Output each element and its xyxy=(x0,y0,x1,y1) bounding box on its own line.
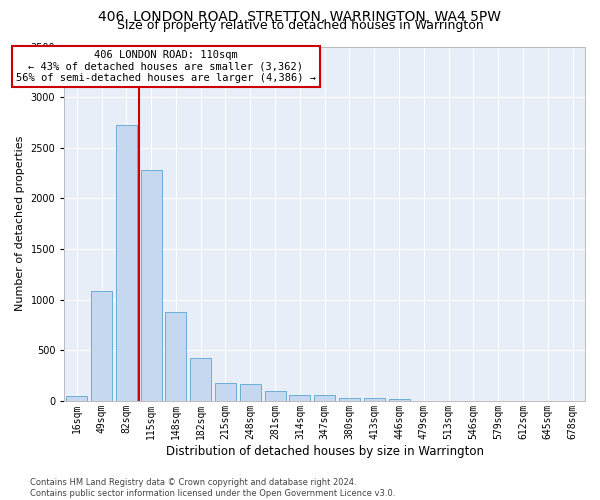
Bar xyxy=(140,170,161,401)
Text: Size of property relative to detached houses in Warrington: Size of property relative to detached ho… xyxy=(116,19,484,32)
Bar xyxy=(265,392,286,401)
Bar xyxy=(339,398,360,401)
Text: Contains HM Land Registry data © Crown copyright and database right 2024.
Contai: Contains HM Land Registry data © Crown c… xyxy=(30,478,395,498)
Bar xyxy=(166,312,187,401)
Bar xyxy=(389,399,410,401)
Bar xyxy=(364,398,385,401)
Bar xyxy=(215,383,236,401)
Bar xyxy=(91,290,112,401)
Bar xyxy=(314,396,335,401)
Bar xyxy=(66,396,87,401)
X-axis label: Distribution of detached houses by size in Warrington: Distribution of detached houses by size … xyxy=(166,444,484,458)
Bar xyxy=(240,384,261,401)
Bar xyxy=(116,126,137,401)
Y-axis label: Number of detached properties: Number of detached properties xyxy=(15,136,25,312)
Text: 406 LONDON ROAD: 110sqm
← 43% of detached houses are smaller (3,362)
56% of semi: 406 LONDON ROAD: 110sqm ← 43% of detache… xyxy=(16,50,316,83)
Bar xyxy=(190,358,211,401)
Text: 406, LONDON ROAD, STRETTON, WARRINGTON, WA4 5PW: 406, LONDON ROAD, STRETTON, WARRINGTON, … xyxy=(98,10,502,24)
Bar xyxy=(289,395,310,401)
